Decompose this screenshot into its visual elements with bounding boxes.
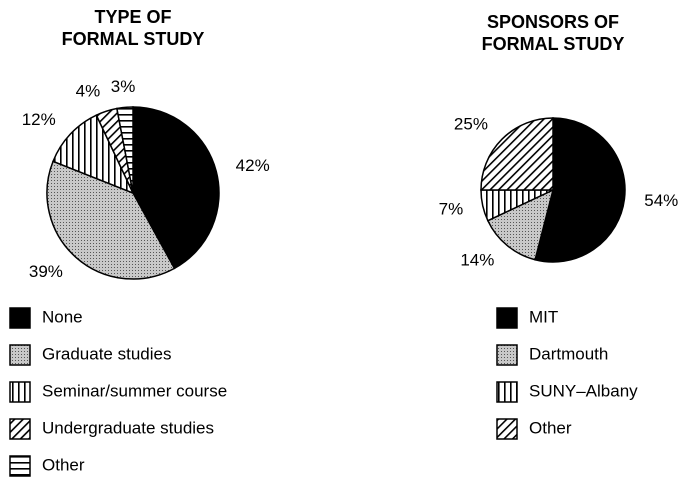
pie-slice [46, 160, 176, 280]
legend-swatch [9, 418, 31, 440]
data-label: 7% [439, 200, 464, 219]
legend-swatch [9, 381, 31, 403]
data-label: 3% [111, 77, 136, 96]
data-label: 54% [644, 191, 678, 210]
legend-label: Seminar/summer course [42, 381, 227, 400]
legend-swatch [9, 307, 31, 329]
data-label: 39% [29, 262, 63, 281]
legend-swatch [9, 344, 31, 366]
pie-slice [52, 114, 135, 195]
legend-label: Graduate studies [42, 344, 171, 363]
legend-label: Other [529, 418, 572, 437]
chart-title: FORMAL STUDY [482, 34, 625, 54]
pie-slice [534, 117, 626, 263]
legend-label: SUNY–Albany [529, 381, 638, 400]
legend-label: None [42, 307, 83, 326]
legend-label: Dartmouth [529, 344, 608, 363]
chart-title: FORMAL STUDY [62, 29, 205, 49]
pie-slice [480, 117, 554, 191]
data-label: 14% [460, 250, 494, 269]
pie-slice [132, 106, 220, 270]
legend-swatch [496, 344, 518, 366]
data-label: 42% [236, 156, 270, 175]
legend-swatch [496, 307, 518, 329]
data-label: 12% [22, 110, 56, 129]
chart-title: SPONSORS OF [487, 12, 619, 32]
legend-swatch [9, 455, 31, 477]
pie-slice [116, 106, 134, 194]
chart-title: TYPE OF [94, 7, 171, 27]
legend-swatch [496, 381, 518, 403]
data-label: 25% [454, 114, 488, 133]
legend-label: MIT [529, 307, 558, 326]
data-label: 4% [76, 82, 101, 101]
legend-label: Other [42, 455, 85, 474]
pie-slice [486, 188, 555, 261]
legend-label: Undergraduate studies [42, 418, 214, 437]
legend-swatch [496, 418, 518, 440]
